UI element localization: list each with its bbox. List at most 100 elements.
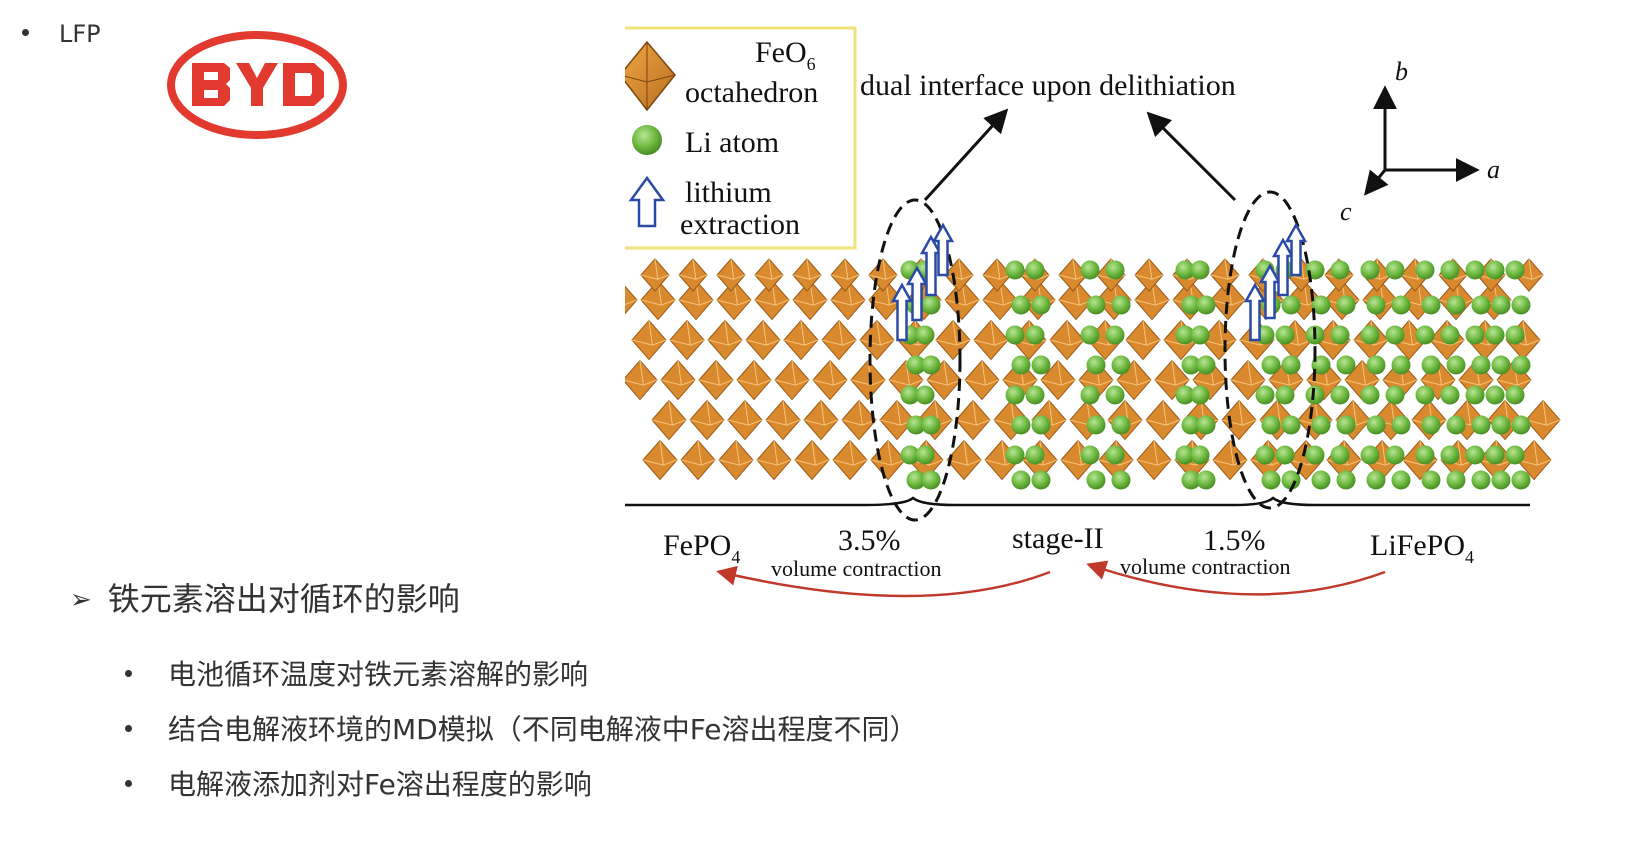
li-atom — [1366, 415, 1386, 435]
feo6-octahedron — [859, 319, 895, 361]
li-atom — [1491, 355, 1511, 375]
li-atom — [1360, 325, 1380, 345]
li-atom — [1391, 415, 1411, 435]
li-atom — [915, 385, 935, 405]
li-atom — [1005, 385, 1025, 405]
dual-interface-label: dual interface upon delithiation — [860, 69, 1236, 102]
list-item: 电池循环温度对铁元素溶解的影响 — [125, 653, 588, 693]
feo6-octahedron — [870, 439, 906, 481]
li-atom — [1421, 355, 1441, 375]
li-atom — [1175, 445, 1195, 465]
bullet-dot — [125, 779, 132, 787]
li-atom — [1080, 385, 1100, 405]
legend: FeO6 octahedron Li atom lithium extracti… — [625, 26, 857, 250]
lithium-extraction-arrow — [1258, 263, 1282, 320]
li-atom — [1181, 355, 1201, 375]
pct-right-label: 1.5% — [1203, 524, 1266, 557]
li-atom — [1360, 445, 1380, 465]
li-atom — [1511, 415, 1531, 435]
li-atom — [1275, 385, 1295, 405]
feo6-octahedron — [830, 258, 860, 292]
li-atom — [1360, 260, 1380, 280]
feo6-octahedron — [1145, 399, 1181, 441]
li-atom — [915, 325, 935, 345]
bullet-dot — [125, 724, 132, 732]
feo6-octahedron — [841, 399, 877, 441]
li-atom — [1330, 325, 1350, 345]
legend-li-label: Li atom — [685, 126, 779, 159]
feo6-octahedron — [803, 399, 839, 441]
feo6-legend-icon — [625, 40, 676, 112]
li-atom — [1485, 260, 1505, 280]
feo6-octahedron — [973, 319, 1009, 361]
arrow-up-icon — [628, 175, 666, 228]
li-atom — [1025, 445, 1045, 465]
list-item-text: 电池循环温度对铁元素溶解的影响 — [168, 658, 589, 691]
li-atom — [1311, 295, 1331, 315]
feo6-octahedron — [765, 399, 801, 441]
feo6-octahedron — [792, 258, 822, 292]
li-atom — [1025, 260, 1045, 280]
li-atom — [1471, 470, 1491, 490]
lifepo4-label: LiFePO4 — [1370, 529, 1474, 567]
li-atom — [1465, 385, 1485, 405]
li-atom — [1465, 325, 1485, 345]
li-atom — [1181, 470, 1201, 490]
feo6-octahedron — [1210, 258, 1240, 292]
feo6-octahedron — [1125, 319, 1161, 361]
lfp-delithiation-figure: FeO6 octahedron Li atom lithium extracti… — [625, 26, 1561, 598]
li-atom — [1511, 355, 1531, 375]
li-atom — [1175, 325, 1195, 345]
li-atom — [1105, 260, 1125, 280]
li-atom — [921, 295, 941, 315]
feo6-octahedron — [1136, 439, 1172, 481]
crystal-axes: b a c — [1340, 57, 1500, 226]
section-heading-text: 铁元素溶出对循环的影响 — [107, 580, 460, 618]
li-atom — [1336, 470, 1356, 490]
li-atom — [1446, 470, 1466, 490]
li-atom — [1491, 295, 1511, 315]
li-atom — [1505, 385, 1525, 405]
li-atom — [1281, 470, 1301, 490]
li-atom — [1175, 260, 1195, 280]
li-atom — [1391, 355, 1411, 375]
feo6-octahedron — [745, 319, 781, 361]
li-atom — [1261, 415, 1281, 435]
li-atom — [1360, 385, 1380, 405]
feo6-octahedron — [625, 285, 638, 315]
li-atom — [1190, 445, 1210, 465]
li-atom — [1491, 470, 1511, 490]
li-atom — [1111, 295, 1131, 315]
li-atom — [921, 355, 941, 375]
section-heading: ➢ 铁元素溶出对循环的影响 — [70, 574, 460, 620]
li-atom — [1086, 470, 1106, 490]
feo6-octahedron — [631, 319, 667, 361]
li-atom — [1485, 325, 1505, 345]
li-atom — [1415, 260, 1435, 280]
li-atom — [1440, 325, 1460, 345]
feo6-octahedron — [964, 359, 1000, 401]
list-item: 电解液添加剂对Fe溶出程度的影响 — [125, 763, 592, 803]
li-atom — [1366, 470, 1386, 490]
feo6-octahedron — [821, 319, 857, 361]
feo6-octahedron — [707, 319, 743, 361]
feo6-octahedron — [718, 439, 754, 481]
crystal-lattice — [625, 258, 1561, 490]
li-atom — [1471, 295, 1491, 315]
li-atom — [1275, 445, 1295, 465]
li-atom — [1005, 445, 1025, 465]
li-atom — [1111, 415, 1131, 435]
li-atom — [915, 445, 935, 465]
feo6-octahedron — [783, 319, 819, 361]
li-atom — [1446, 295, 1466, 315]
feo6-octahedron — [736, 359, 772, 401]
legend-feo6-label: octahedron — [685, 76, 818, 109]
feo6-octahedron — [774, 359, 810, 401]
axis-c-label: c — [1340, 197, 1352, 226]
li-atom — [900, 445, 920, 465]
feo6-octahedron — [832, 439, 868, 481]
li-atom — [1196, 470, 1216, 490]
feo6-octahedron — [1134, 258, 1164, 292]
li-atom — [1105, 385, 1125, 405]
li-atom — [1366, 295, 1386, 315]
